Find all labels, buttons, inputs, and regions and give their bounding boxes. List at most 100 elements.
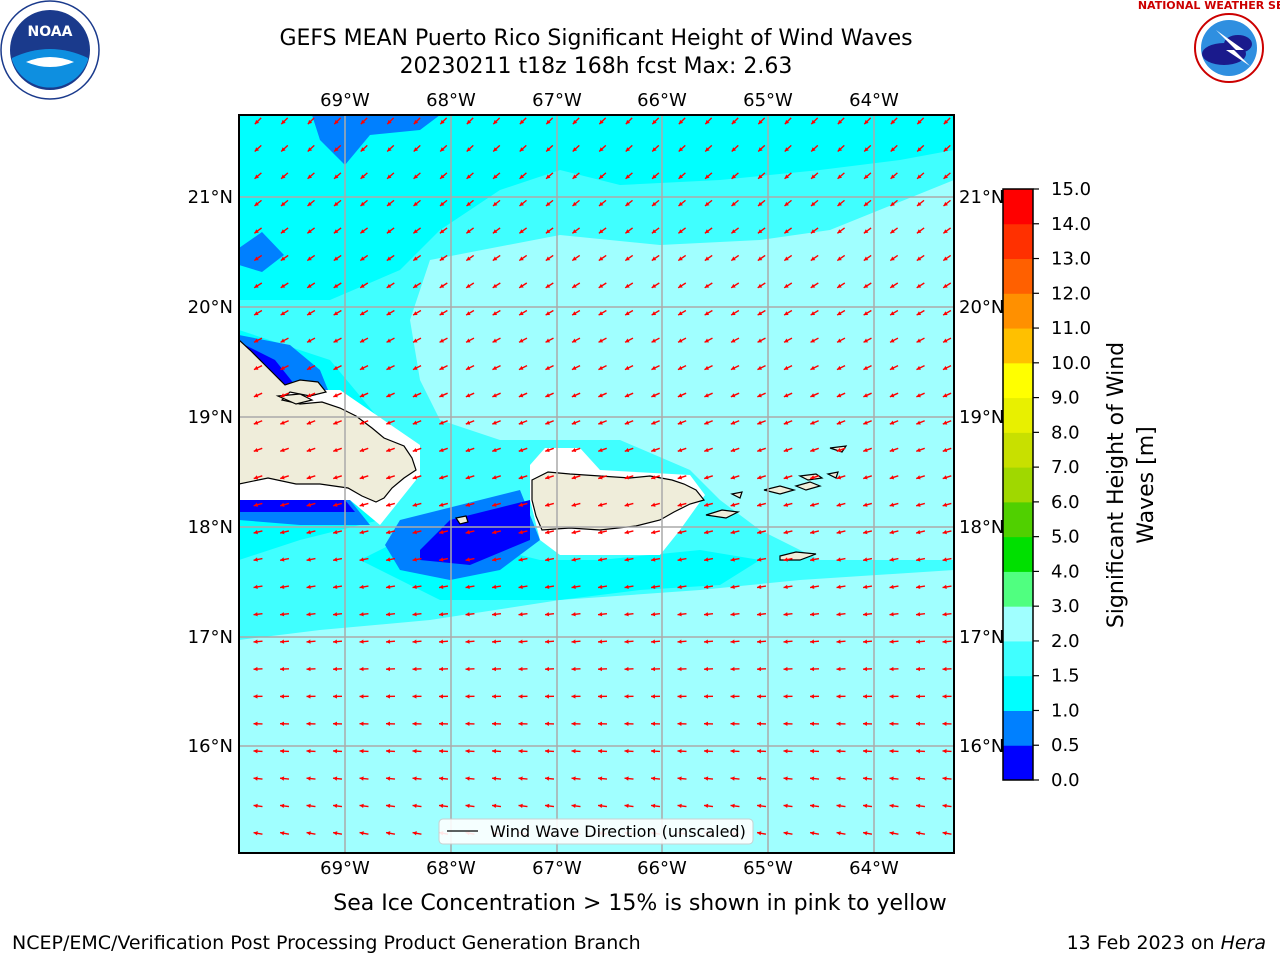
wave-arrow [810,392,819,398]
wave-arrow [465,721,475,726]
wave-arrow [651,447,660,453]
wave-arrow [889,776,899,781]
gridlines [239,115,954,853]
wave-arrow [942,254,952,262]
region-blue-center [420,500,530,565]
wave-arrow [439,447,448,453]
wave-arrow [598,309,607,316]
wave-arrow [810,365,819,371]
wave-height-field [239,115,954,853]
wave-arrow [412,584,422,590]
wave-arrow [360,117,368,125]
wave-arrow [465,666,475,672]
wave-arrow [809,666,820,672]
wave-arrow [333,199,342,207]
wave-arrow [438,612,449,617]
wave-arrow [465,475,475,480]
wave-arrow [465,420,475,425]
wave-arrow [783,557,793,562]
wave-arrow [439,172,448,180]
wave-arrow [862,721,873,726]
wave-arrow [863,172,872,180]
wave-arrow [412,721,422,726]
wave-arrow [412,337,422,343]
wave-arrow [836,666,846,672]
wave-arrow [518,282,528,289]
wave-arrow [730,749,740,754]
region-medblue-top [312,115,440,165]
wave-arrow [332,557,343,562]
wave-arrow [677,447,687,453]
wave-arrow [306,365,316,371]
wave-arrow [624,502,634,507]
wave-arrow [253,282,263,289]
wave-arrow [466,172,474,180]
wave-arrow [624,420,634,425]
wave-arrow [704,117,713,125]
wave-arrow [624,392,634,398]
wave-arrow [703,557,714,562]
wave-arrow [544,612,555,617]
wave-arrow [889,420,899,425]
wave-arrow [598,199,607,207]
wave-arrow [863,420,872,425]
wave-arrow [518,309,528,316]
wave-arrow [518,530,528,535]
wave-arrow [544,639,555,644]
wave-arrow [890,172,898,180]
wave-arrow [571,392,581,398]
colorbar-tick: 8.0 [1051,422,1080,443]
wave-arrow [677,530,687,535]
wave-arrow [518,502,528,507]
wave-arrow [438,584,449,590]
wave-arrow [677,337,687,343]
wave-arrow [439,254,448,262]
wave-arrow [465,447,475,453]
wave-arrow [359,612,369,617]
wave-arrow [572,144,580,152]
wave-arrow [783,530,793,535]
legend-label: Wind Wave Direction (unscaled) [490,822,746,841]
noaa-logo-text: NOAA [28,24,73,40]
wave-arrow [332,530,343,535]
wave-arrow [465,776,475,781]
wave-arrow [625,199,633,207]
wave-arrow [359,309,369,316]
wave-arrow [545,199,554,207]
wave-arrow [703,776,714,781]
wave-arrow [862,749,873,754]
wave-arrow [597,557,608,562]
wave-arrow [571,447,581,453]
lat-label-left: 21°N [188,187,233,208]
lon-label-bottom: 64°W [849,858,899,879]
wave-arrow [889,639,899,644]
wave-arrow [306,420,316,425]
wave-arrow [650,749,661,754]
colorbar-segment [1003,675,1033,711]
wave-arrow [359,365,369,371]
wave-arrow [306,803,316,809]
colorbar-label-line2: Waves [m] [1134,426,1159,543]
wave-arrow [253,639,263,644]
wave-arrow [439,199,448,207]
wave-arrow [359,392,369,398]
wave-arrow [386,199,395,207]
colorbar-frame [1002,188,1034,781]
wave-arrow [783,666,793,672]
wave-arrow [677,254,687,262]
wave-arrow [836,337,846,343]
wave-arrow [306,392,316,398]
wave-arrow [306,694,316,699]
wave-arrow [466,144,474,152]
wave-arrow [915,612,926,617]
wave-arrow [730,475,740,480]
wave-arrow [279,666,290,672]
wave-arrow [916,117,925,125]
wave-arrow [650,776,661,781]
wave-arrow [677,309,687,316]
lon-label-bottom: 68°W [426,858,476,879]
wave-arrow [571,282,581,289]
wave-arrow [253,776,263,781]
wave-arrow [307,144,315,152]
wave-arrow [545,227,554,234]
